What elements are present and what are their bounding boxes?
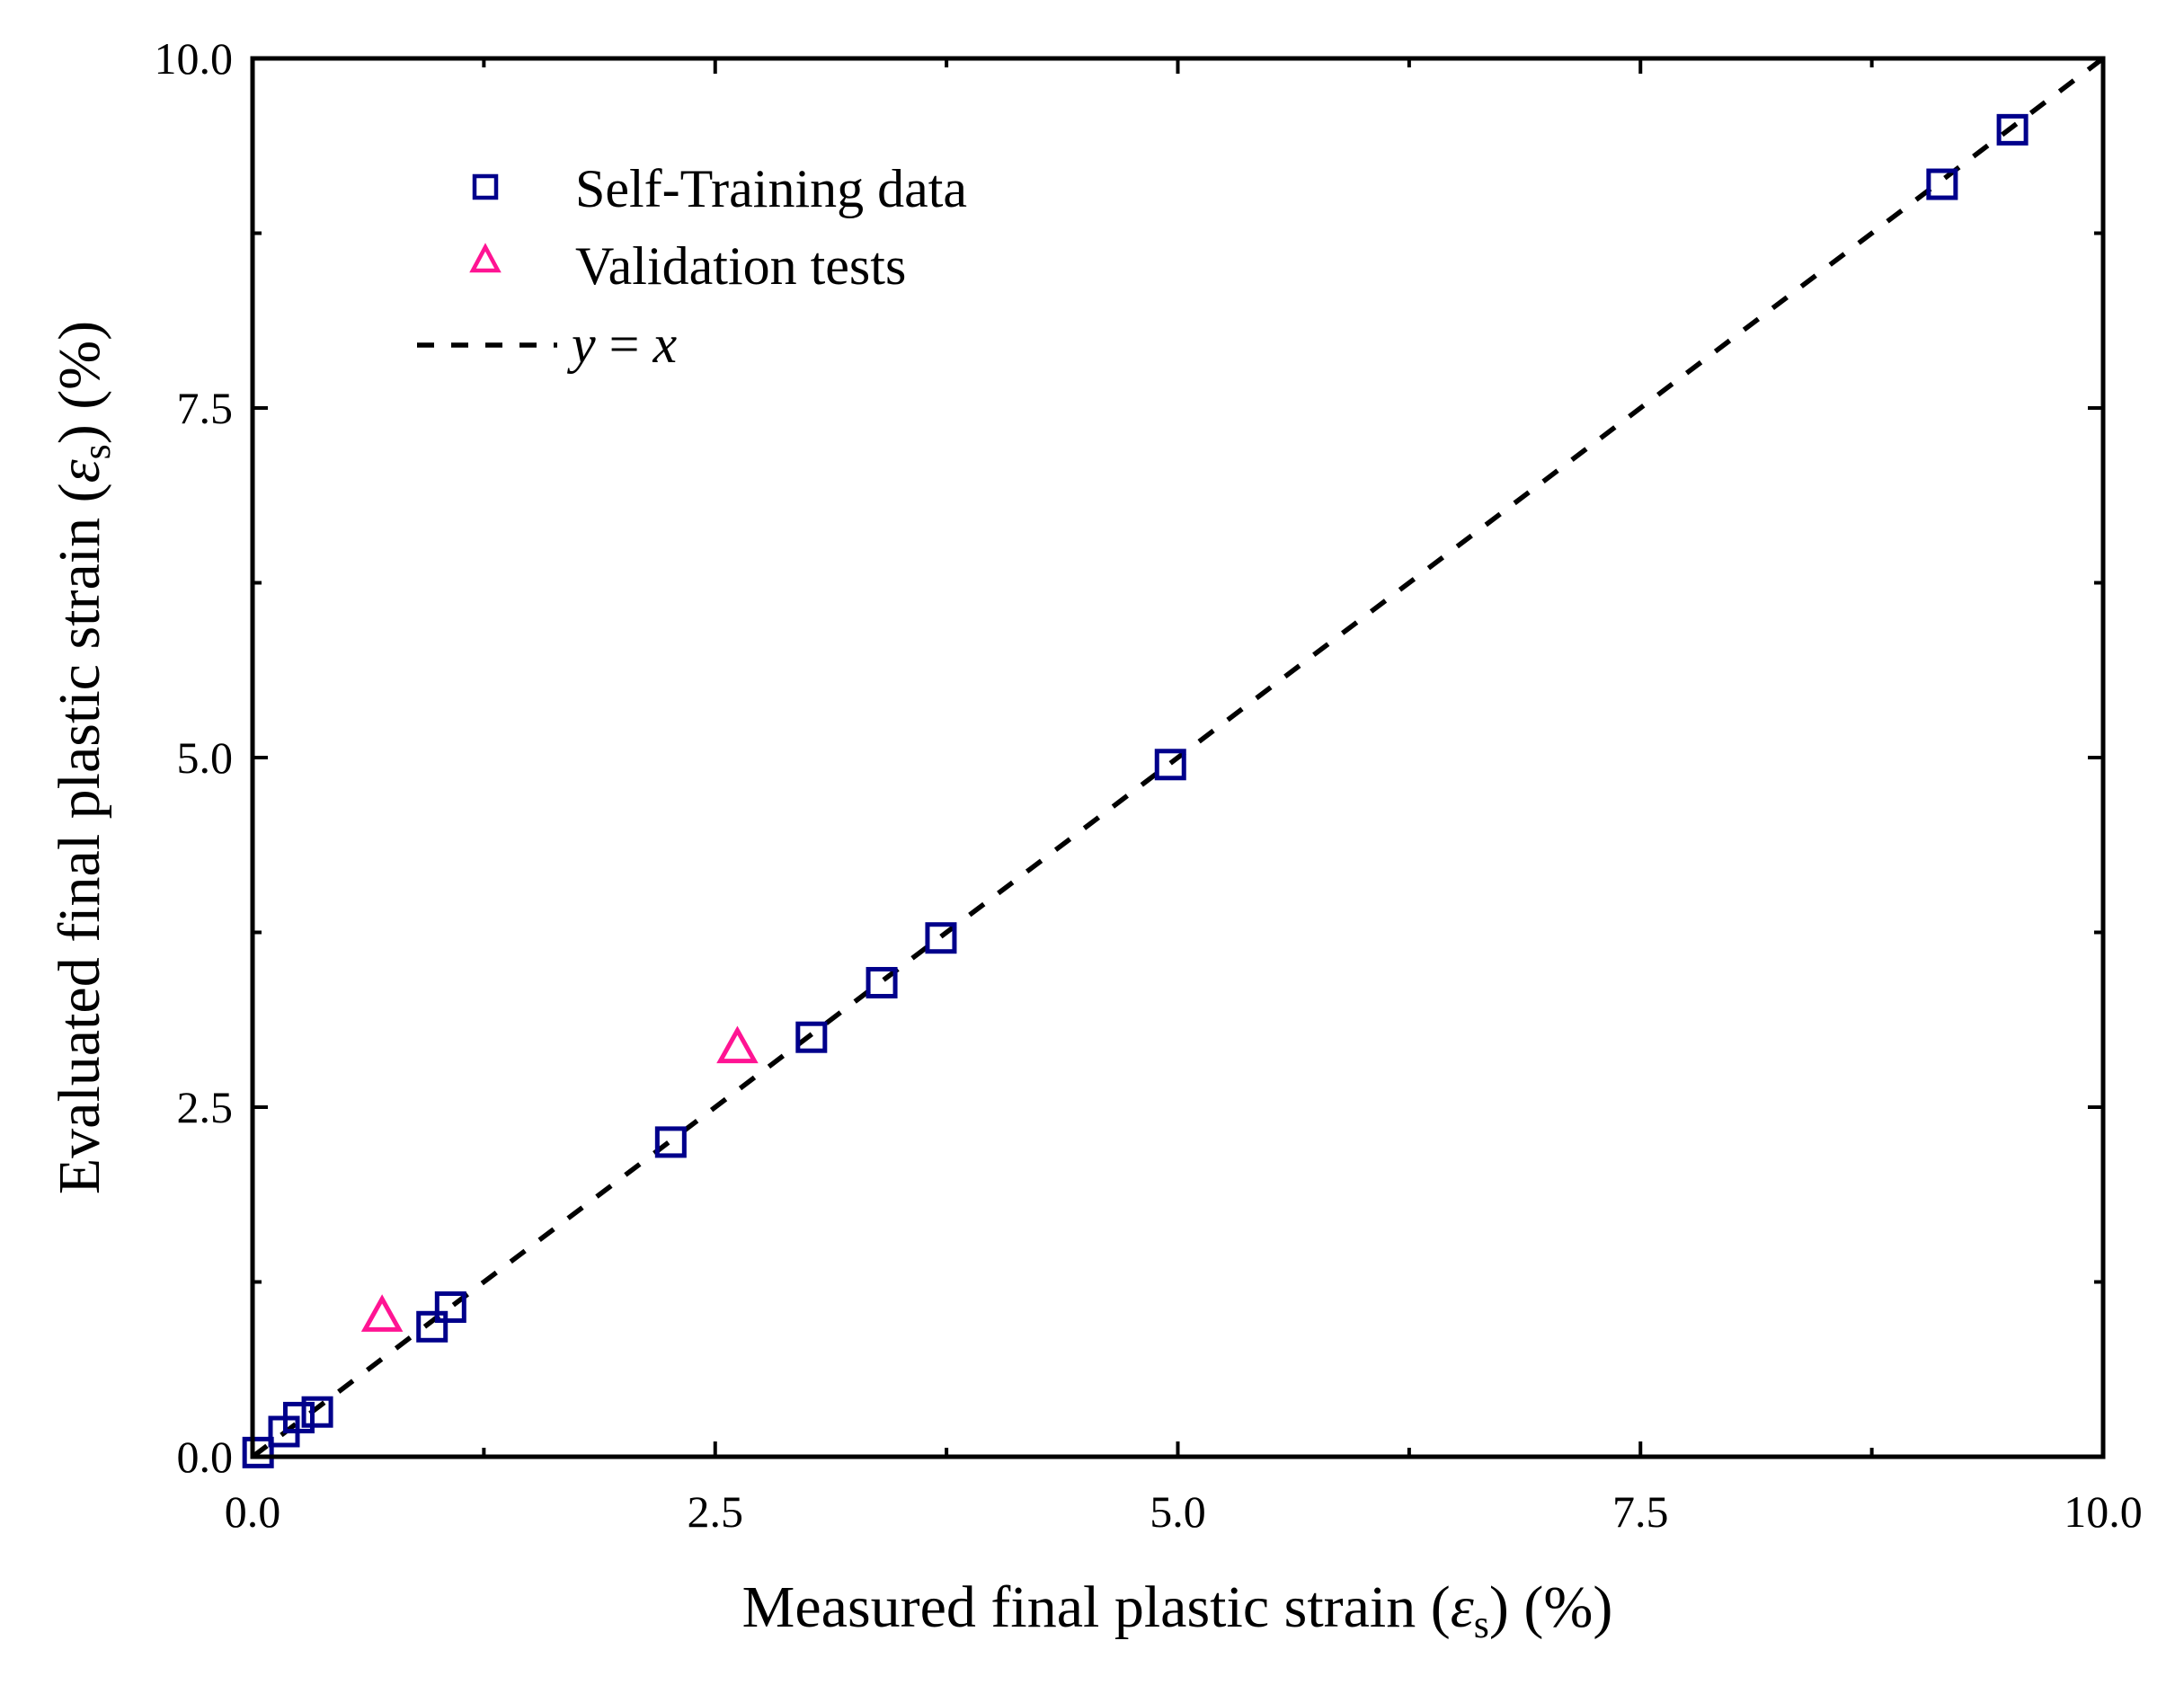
self-training-point [866, 967, 898, 999]
x-axis-label-subscript: s [1474, 1602, 1489, 1646]
legend-equals: = [596, 315, 653, 374]
y-tick-label: 5.0 [177, 732, 234, 783]
y-tick-label: 7.5 [177, 383, 234, 433]
plot-frame [250, 56, 2106, 1459]
data-points [242, 113, 2029, 1468]
self-training-point [1154, 749, 1186, 781]
legend-marker-self-training [472, 173, 499, 200]
x-axis-label-prefix: Measured final plastic strain ( [742, 1574, 1451, 1640]
legend: Self-Training data Validation tests y = … [417, 159, 967, 374]
self-training-point [282, 1401, 315, 1433]
self-training-point [1996, 113, 2029, 146]
tick-labels: 0.0 2.5 5.0 7.5 10.0 0.0 2.5 5.0 7.5 10.0 [155, 33, 2143, 1537]
x-tick-label: 7.5 [1612, 1486, 1669, 1537]
self-training-point [242, 1436, 274, 1468]
y-axis-label-symbol: ε [47, 459, 112, 483]
x-axis-label-suffix: ) (%) [1489, 1574, 1612, 1640]
self-training-point [925, 922, 957, 954]
identity-line [251, 56, 2105, 1459]
legend-marker-validation [469, 243, 502, 273]
y-axis-label: Evaluated final plastic strain (εs) (%) [47, 321, 119, 1194]
validation-point [716, 1025, 759, 1064]
x-tick-label: 0.0 [225, 1486, 281, 1537]
legend-label-identity-line: y = x [566, 315, 677, 374]
y-axis-label-subscript: s [75, 444, 119, 459]
legend-x-symbol: x [652, 315, 677, 374]
x-axis-label: Measured final plastic strain (εs) (%) [742, 1574, 1613, 1646]
y-tick-label: 2.5 [177, 1082, 234, 1132]
y-tick-label: 0.0 [177, 1432, 234, 1482]
legend-y-symbol: y [566, 315, 596, 374]
self-training-point [1926, 168, 1958, 200]
self-training-point [416, 1310, 448, 1343]
self-training-point [654, 1126, 687, 1158]
legend-label-self-training: Self-Training data [575, 159, 967, 218]
x-tick-label: 5.0 [1150, 1486, 1206, 1537]
self-training-point [795, 1021, 828, 1053]
validation-point [360, 1294, 404, 1332]
identity-line-layer [251, 56, 2105, 1459]
y-axis-label-prefix: Evaluated final plastic strain ( [47, 483, 112, 1194]
y-tick-label: 10.0 [155, 33, 234, 84]
y-axis-label-suffix: ) (%) [47, 321, 112, 444]
self-training-point [301, 1396, 333, 1428]
x-axis-label-symbol: ε [1451, 1574, 1474, 1640]
legend-label-validation: Validation tests [575, 236, 906, 296]
x-tick-label: 2.5 [688, 1486, 744, 1537]
self-training-point [434, 1291, 466, 1324]
x-tick-label: 10.0 [2064, 1486, 2143, 1537]
